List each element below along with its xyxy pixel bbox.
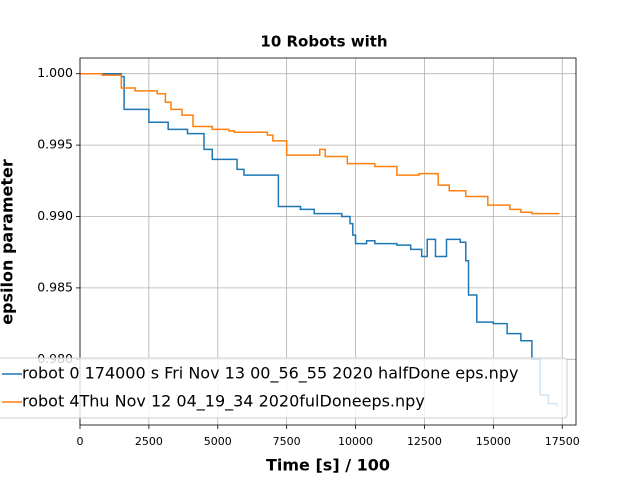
y-tick-label: 0.995 <box>37 137 73 152</box>
legend: robot 0 174000 s Fri Nov 13 00_56_55 202… <box>0 357 568 419</box>
x-tick-label: 2500 <box>135 435 163 448</box>
data-line <box>80 72 558 407</box>
x-tick-label: 0 <box>77 435 84 448</box>
y-tick-label: 0.990 <box>37 208 73 223</box>
x-tick-label: 17500 <box>545 435 580 448</box>
x-tick-label: 12500 <box>407 435 442 448</box>
x-tick-label: 10000 <box>338 435 373 448</box>
chart-title: 10 Robots with <box>260 33 387 51</box>
x-tick-label: 15000 <box>476 435 511 448</box>
legend-box <box>0 357 568 419</box>
y-tick-label: 0.985 <box>37 279 73 294</box>
data-line <box>80 72 560 215</box>
legend-label: robot 0 174000 s Fri Nov 13 00_56_55 202… <box>22 364 518 384</box>
x-tick-label: 5000 <box>204 435 232 448</box>
x-tick-label: 7500 <box>273 435 301 448</box>
y-tick-label: 1.000 <box>37 65 73 80</box>
legend-label: robot 4Thu Nov 12 04_19_34 2020fulDoneep… <box>22 392 425 412</box>
x-axis-label: Time [s] / 100 <box>266 456 390 475</box>
y-axis-label: epsilon parameter <box>0 159 17 325</box>
plot-frame <box>79 57 577 426</box>
